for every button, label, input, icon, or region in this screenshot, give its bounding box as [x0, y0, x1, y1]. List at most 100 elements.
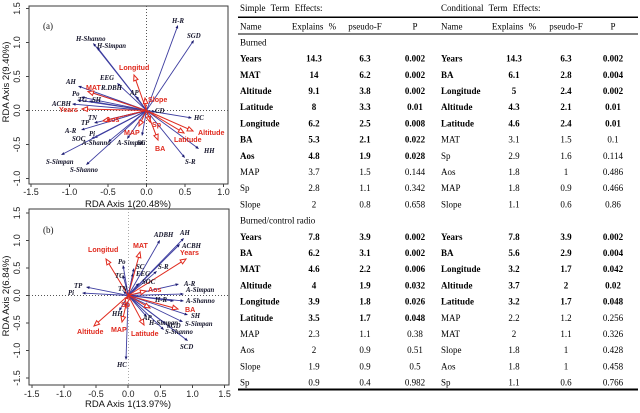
svg-text:-1.0: -1.0: [62, 187, 78, 197]
svg-text:6.3: 6.3: [359, 54, 371, 64]
svg-text:Slope: Slope: [441, 199, 462, 209]
svg-text:Pi: Pi: [89, 131, 95, 138]
svg-text:Aos: Aos: [106, 116, 119, 124]
svg-text:1.2: 1.2: [560, 313, 571, 323]
svg-text:2.8: 2.8: [560, 70, 572, 80]
svg-text:7.8: 7.8: [308, 232, 320, 242]
svg-text:7.8: 7.8: [508, 232, 520, 242]
svg-text:3.2: 3.2: [508, 297, 520, 307]
svg-text:SC: SC: [136, 264, 145, 271]
svg-text:2: 2: [312, 345, 317, 355]
svg-text:pseudo-F: pseudo-F: [549, 22, 583, 32]
svg-text:2.1: 2.1: [359, 135, 371, 145]
svg-text:Latitude: Latitude: [174, 136, 202, 144]
svg-text:H-R: H-R: [171, 18, 185, 25]
svg-text:Simple Term Effects:: Simple Term Effects:: [240, 3, 323, 13]
svg-text:Aos: Aos: [240, 151, 255, 161]
svg-text:0.002: 0.002: [603, 86, 624, 96]
svg-text:3.9: 3.9: [308, 297, 320, 307]
svg-text:MAT: MAT: [441, 329, 461, 339]
svg-text:Slope: Slope: [240, 361, 261, 371]
svg-text:4.6: 4.6: [508, 118, 520, 128]
svg-text:0.342: 0.342: [405, 183, 425, 193]
svg-text:BA: BA: [441, 70, 454, 80]
svg-text:-0.5: -0.5: [12, 315, 22, 331]
svg-text:BA: BA: [185, 306, 195, 314]
svg-text:0.86: 0.86: [605, 199, 621, 209]
svg-text:0.0: 0.0: [140, 187, 153, 197]
svg-text:ACBH: ACBH: [181, 243, 202, 250]
svg-text:S-Simpan: S-Simpan: [46, 159, 74, 166]
svg-text:Altitude: Altitude: [198, 129, 224, 137]
svg-text:2.3: 2.3: [308, 329, 320, 339]
svg-text:Latitude: Latitude: [240, 102, 273, 112]
svg-text:-0.5: -0.5: [100, 187, 116, 197]
svg-text:1.8: 1.8: [508, 345, 520, 355]
svg-text:3.2: 3.2: [508, 264, 520, 274]
svg-text:0.002: 0.002: [603, 54, 624, 64]
svg-text:0.026: 0.026: [405, 297, 426, 307]
svg-text:2.4: 2.4: [560, 118, 572, 128]
svg-text:AP: AP: [142, 315, 153, 322]
svg-text:0.9: 0.9: [308, 378, 320, 388]
svg-text:EEG: EEG: [135, 271, 150, 278]
svg-text:0.486: 0.486: [603, 167, 624, 177]
svg-text:A-Shanno: A-Shanno: [81, 140, 111, 147]
svg-text:A-R: A-R: [64, 128, 77, 135]
svg-text:H-Simpan: H-Simpan: [148, 320, 178, 327]
svg-text:Name: Name: [441, 22, 463, 32]
svg-text:RDA Axis 1(20.48%): RDA Axis 1(20.48%): [85, 199, 171, 210]
svg-text:1: 1: [564, 345, 569, 355]
svg-text:BA: BA: [240, 135, 253, 145]
svg-text:1.8: 1.8: [508, 167, 520, 177]
svg-text:Sp: Sp: [121, 301, 131, 309]
svg-text:TN: TN: [88, 115, 98, 122]
svg-text:A-Shanno: A-Shanno: [185, 298, 215, 305]
svg-text:1.7: 1.7: [560, 297, 572, 307]
svg-text:0.02: 0.02: [605, 280, 621, 290]
svg-text:1.9: 1.9: [359, 151, 371, 161]
svg-text:Years: Years: [240, 232, 262, 242]
svg-text:0.326: 0.326: [603, 329, 624, 339]
svg-text:MAT: MAT: [441, 135, 461, 145]
svg-text:14.3: 14.3: [306, 54, 322, 64]
svg-text:2: 2: [312, 199, 317, 209]
svg-text:1.0: 1.0: [12, 234, 22, 247]
svg-text:Sp: Sp: [240, 183, 250, 193]
svg-text:0.006: 0.006: [405, 264, 426, 274]
svg-text:Latitude: Latitude: [441, 118, 474, 128]
svg-text:0.466: 0.466: [603, 183, 624, 193]
svg-text:-1.0: -1.0: [12, 171, 22, 187]
svg-text:TG: TG: [115, 273, 124, 280]
svg-text:2.9: 2.9: [508, 151, 520, 161]
svg-text:Altitude: Altitude: [441, 280, 473, 290]
svg-text:MAT: MAT: [133, 242, 149, 250]
svg-text:Years: Years: [240, 54, 262, 64]
svg-text:HH: HH: [203, 148, 215, 155]
svg-text:6.2: 6.2: [308, 248, 320, 258]
svg-text:0.0: 0.0: [12, 289, 22, 302]
svg-text:ACBH: ACBH: [51, 101, 72, 108]
svg-text:-1.5: -1.5: [24, 389, 40, 399]
svg-text:H-Simpan: H-Simpan: [96, 43, 126, 50]
svg-text:TP: TP: [81, 120, 90, 127]
svg-text:Longitud: Longitud: [119, 64, 149, 72]
svg-text:1.1: 1.1: [508, 199, 519, 209]
svg-text:14: 14: [310, 70, 320, 80]
svg-text:1: 1: [564, 167, 569, 177]
svg-text:Sp: Sp: [441, 378, 451, 388]
svg-text:Longitude: Longitude: [240, 297, 280, 307]
svg-text:0.51: 0.51: [407, 345, 423, 355]
svg-text:1.5: 1.5: [218, 389, 231, 399]
svg-text:0.004: 0.004: [603, 70, 624, 80]
svg-text:14.3: 14.3: [506, 54, 522, 64]
svg-text:8: 8: [312, 102, 317, 112]
svg-text:MAP: MAP: [441, 313, 461, 323]
svg-text:0.002: 0.002: [405, 54, 426, 64]
svg-text:Burned: Burned: [240, 37, 267, 47]
svg-text:S-Shanno: S-Shanno: [70, 167, 99, 174]
svg-text:SGD: SGD: [187, 33, 201, 40]
svg-text:-0.5: -0.5: [12, 137, 22, 153]
svg-text:Po: Po: [72, 91, 80, 98]
svg-text:Aos: Aos: [240, 345, 255, 355]
